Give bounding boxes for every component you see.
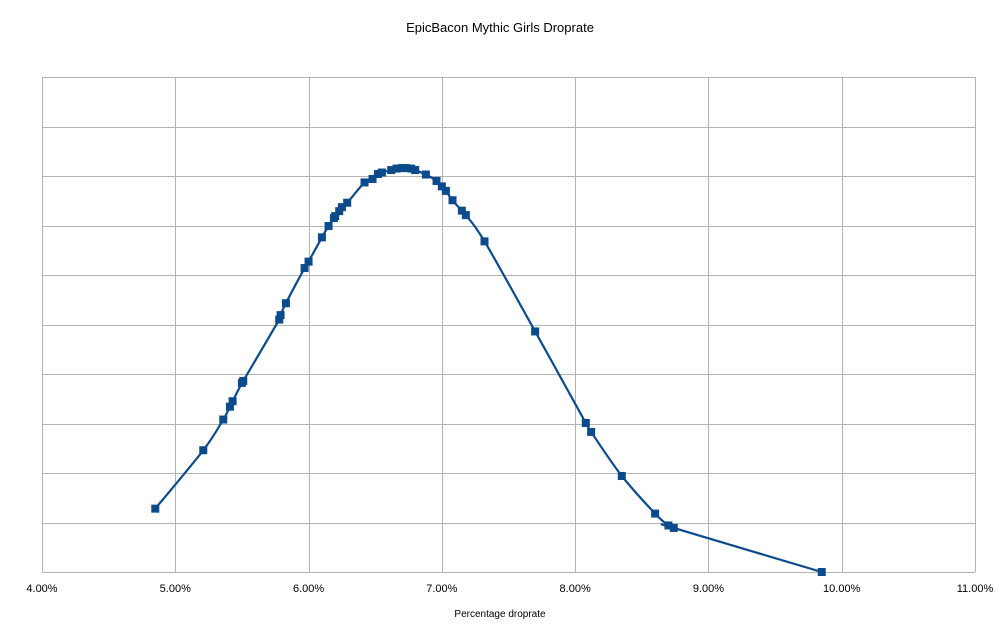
data-point-marker [324,221,333,230]
data-point-marker [392,164,401,173]
data-point-marker [281,299,290,308]
data-point-marker [377,168,386,177]
x-tick-label: 6.00% [293,583,324,595]
data-point-marker [300,264,309,273]
data-point-marker [360,178,369,187]
data-point-marker [669,523,678,532]
x-tick-label: 4.00% [26,583,57,595]
series-line [154,166,823,574]
x-tick-label: 9.00% [693,583,724,595]
series-layer [154,166,823,574]
data-point-marker [275,315,284,324]
data-point-marker [581,419,590,428]
data-point-marker [448,196,457,205]
data-point-marker [225,402,234,411]
data-point-marker [317,233,326,242]
data-point-marker [337,203,346,212]
data-point-marker [664,521,673,530]
data-point-marker [617,471,626,480]
data-point-marker [421,170,430,179]
data-point-marker [151,504,160,513]
data-point-marker [276,311,285,320]
data-point-marker [219,415,228,424]
data-point-marker [387,166,396,175]
data-point-marker [432,176,441,185]
x-tick-label: 11.00% [957,583,994,595]
data-point-marker [228,397,237,406]
data-point-marker [531,327,540,336]
data-point-marker [461,211,470,220]
grid-layer [42,77,976,573]
tick-label-layer: 4.00% 5.00% 6.00% 7.00% 8.00% 9.00% 10.00% 11.0… [26,583,993,595]
data-point-marker [401,164,410,173]
x-axis-label: Percentage droprate [454,609,546,620]
data-point-marker [368,174,377,183]
data-point-marker [199,446,208,455]
data-point-marker [817,568,826,576]
data-point-marker [331,212,340,221]
x-tick-label: 10.00% [823,583,861,595]
data-point-marker [437,182,446,191]
chart-title: EpicBacon Mythic Girls Droprate [406,20,594,35]
data-point-marker [304,257,313,266]
x-tick-label: 8.00% [560,583,591,595]
data-point-marker [587,427,596,436]
marker-layer [151,164,826,576]
x-tick-label: 7.00% [426,583,457,595]
data-point-marker [480,237,489,246]
data-point-marker [343,198,352,207]
data-point-marker [239,376,248,385]
data-point-marker [651,509,660,518]
data-point-marker [457,206,466,215]
x-tick-label: 5.00% [160,583,191,595]
data-point-marker [441,186,450,195]
data-point-marker [411,166,420,175]
